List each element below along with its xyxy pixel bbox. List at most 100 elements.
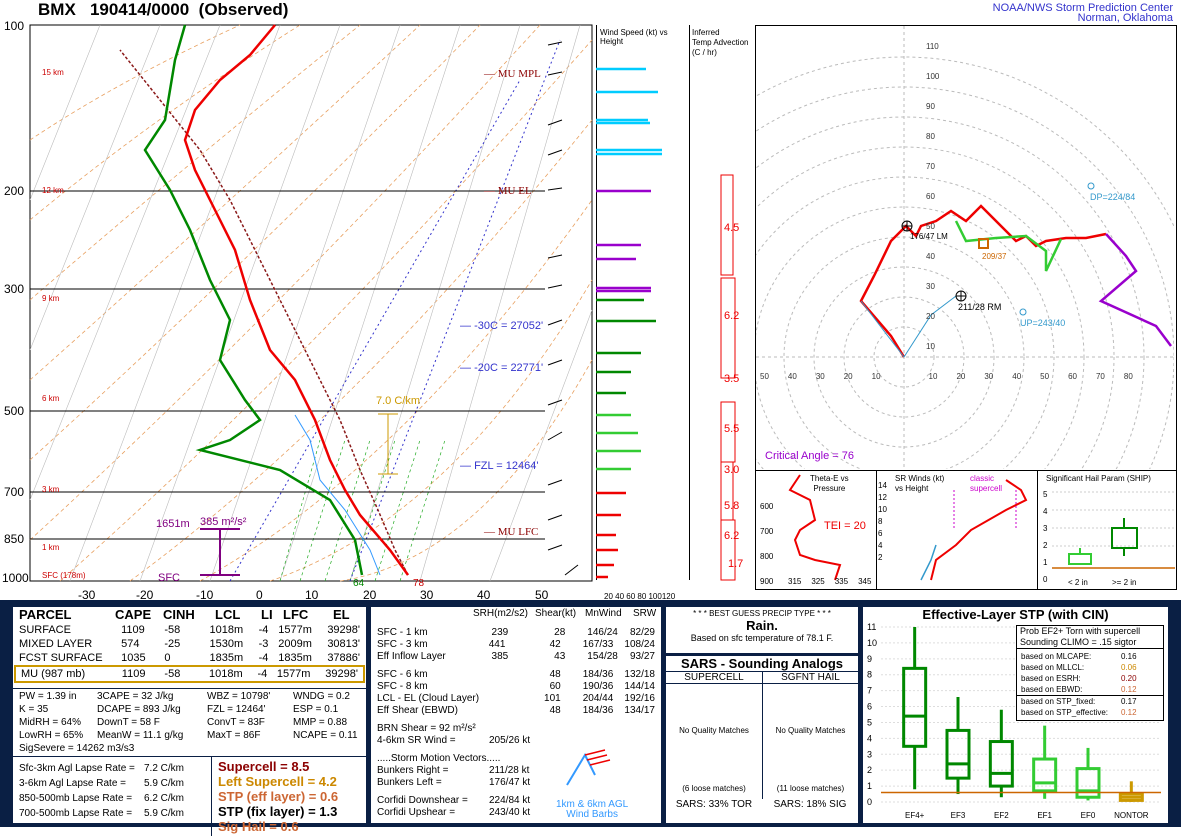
stp-category-label: EF2 (994, 811, 1009, 820)
kinematics-row: SFC - 3 km 441 42 167/33 108/24 (377, 639, 655, 650)
temperature-profile (183, 24, 410, 576)
sr-y-labels: 14 12 10 8 6 4 2 (878, 481, 887, 562)
org-line-1: NOAA/NWS Storm Prediction Center (992, 2, 1173, 14)
lapse-rates: Sfc-3km Agl Lapse Rate = 7.2 C/km 3-6km A… (19, 763, 185, 819)
page-title: BMX 190414/0000 (Observed) (38, 0, 289, 19)
height-label: 6 km (42, 394, 60, 403)
eff-inflow-srh: 385 m²/s² (200, 516, 247, 528)
kinematics-row: SFC - 6 km 48 184/36 132/18 (377, 669, 655, 680)
cape30-label: — -30C = 27052' (460, 320, 544, 332)
lapse-label: 7.0 C/km (376, 395, 421, 407)
barb-label: 1km & 6km AGL Wind Barbs (556, 799, 629, 820)
pressure-label-1000: 1000 (2, 571, 29, 585)
parcel-header: PARCEL CAPE CINH LCL LI LFC EL (19, 607, 350, 622)
hodo-up: UP=243/40 (1020, 318, 1066, 328)
dewpoint-profile (143, 24, 364, 576)
stp-y-tick: 11 (867, 622, 876, 632)
stp-category-label: EF4+ (905, 811, 925, 820)
height-label: SFC (178m) (42, 571, 86, 580)
stp-category-label: EF3 (951, 811, 966, 820)
stp-category-label: NONTOR (1114, 811, 1149, 820)
stp-prob-box: Prob EF2+ Torn with supercell Sounding C… (1016, 625, 1164, 721)
precip-panel: * * * BEST GUESS PRECIP TYPE * * * Rain.… (665, 606, 859, 654)
stp-y-tick: 3 (867, 749, 872, 759)
hodograph-panel (755, 25, 1177, 472)
hodo-mean: 209/37 (982, 252, 1007, 261)
theta-e-chart (788, 474, 842, 581)
stp-y-tick: 2 (867, 765, 872, 775)
temp-label: 50 (535, 588, 549, 602)
stp-category-label: EF1 (1037, 811, 1052, 820)
skewt-chart (29, 24, 593, 582)
left-supercell-value: Left Supercell = 4.2 (218, 774, 337, 789)
org-line-2: Norman, Oklahoma (1077, 12, 1173, 24)
sr-winds-panel (876, 470, 1038, 590)
hodo-lm: 176/47 LM (910, 232, 948, 241)
kinematics-row: SFC - 8 km 60 190/36 144/14 (377, 681, 655, 692)
hodo-axis-labels: 50 40 30 20 10 10 20 30 40 50 60 70 80 (760, 372, 1133, 381)
sars-title: SARS - Sounding Analogs (666, 656, 858, 672)
ship-chart (1052, 491, 1175, 569)
kinematics-row: Eff Inflow Layer 385 43 154/28 93/27 (377, 651, 655, 662)
temp-label: -20 (136, 588, 154, 602)
pressure-label-300: 300 (4, 282, 25, 296)
temp-adv-value: 1.7 (728, 558, 744, 570)
hodograph-chart (756, 26, 1174, 469)
parcel-stats: PW = 1.39 in 3CAPE = 32 J/kg WBZ = 10798' W… (19, 691, 358, 754)
sfc-label: SFC (158, 572, 180, 584)
temp-label: -10 (196, 588, 214, 602)
stp-y-tick: 1 (867, 781, 872, 791)
temp-adv-value: 6.2 (724, 310, 740, 322)
theta-e-title: Theta-E vs Pressure (810, 474, 849, 493)
kinematics-row: SFC - 1 km 239 28 146/24 82/29 (377, 627, 655, 638)
temp-label: -30 (78, 588, 96, 602)
sr-winds-title: SR Winds (kt) vs Height (895, 474, 945, 493)
pressure-label-850: 850 (4, 532, 25, 546)
parcel-trace (119, 49, 409, 576)
sars-tor: SARS: 33% TOR (675, 799, 753, 810)
parcel-panel: PARCEL CAPE CINH LCL LI LFC EL SURFACE 1109 -58 1… (12, 606, 367, 836)
stp-box (902, 666, 928, 748)
storm-motion-title: .....Storm Motion Vectors..... (377, 753, 501, 764)
ship-ge2: >= 2 in (1112, 578, 1137, 587)
sfc-td-label: 64 (353, 578, 365, 589)
critical-angle: Critical Angle = 76 (765, 450, 854, 462)
stp-y-tick: 8 (867, 670, 872, 680)
mu-lfc-label: — MU LFC (484, 526, 539, 538)
wind-speed-panel (596, 25, 690, 580)
stp-eff-value: STP (eff layer) = 0.6 (218, 789, 339, 804)
ship-panel (1037, 470, 1177, 590)
fzl-label: — FZL = 12464' (460, 460, 539, 472)
temp-adv-value: 3.5 (724, 373, 740, 385)
mu-el-label: — MU EL (484, 185, 532, 197)
stp-category-label: EF0 (1081, 811, 1096, 820)
kinematics-row: Eff Shear (EBWD) 48 184/36 134/17 (377, 705, 655, 716)
sars-sig: SARS: 18% SIG (773, 799, 847, 810)
hodo-trace (859, 204, 1107, 358)
sr-classic-label: classic supercell (970, 474, 1003, 493)
parcel-row-selected: MU (987 mb) 1109 -58 1018m -4 1577m 39298' (14, 665, 365, 683)
parcel-row: MIXED LAYER 574 -25 1530m -3 2009m 30813' (19, 638, 361, 650)
stp-y-tick: 10 (867, 638, 877, 648)
theta-e-panel (755, 470, 877, 590)
sars-panel: SARS - Sounding Analogs SUPERCELL SGFNT … (665, 655, 859, 824)
temp-adv-value: 3.0 (724, 464, 740, 476)
temp-adv-value: 4.5 (724, 222, 740, 234)
height-label: 1 km (42, 543, 60, 552)
parcel-row: FCST SURFACE 1035 0 1835m -4 1835m 37886' (19, 652, 361, 664)
stp-box (1032, 757, 1058, 793)
stp-fix-value: STP (fix layer) = 1.3 (218, 804, 338, 819)
hodo-y-labels: 110 100 90 80 70 60 50 40 30 20 10 (926, 42, 940, 351)
temp-adv-value: 6.2 (724, 530, 740, 542)
stp-y-tick: 6 (867, 702, 872, 712)
wind-panel-title: Wind Speed (kt) vs Height (600, 28, 668, 46)
mu-mpl-label: — MU MPL (484, 68, 541, 80)
temp-adv-value: 5.8 (724, 500, 740, 512)
temp-label: 20 (363, 588, 377, 602)
temp-adv-value: 5.5 (724, 423, 740, 435)
height-label: 3 km (42, 485, 60, 494)
sfc-t-label: 78 (413, 578, 425, 589)
temp-adv-boxes (720, 174, 736, 581)
stp-y-tick: 7 (867, 686, 872, 696)
precip-basis: Based on sfc temperature of 78.1 F. (690, 633, 834, 643)
